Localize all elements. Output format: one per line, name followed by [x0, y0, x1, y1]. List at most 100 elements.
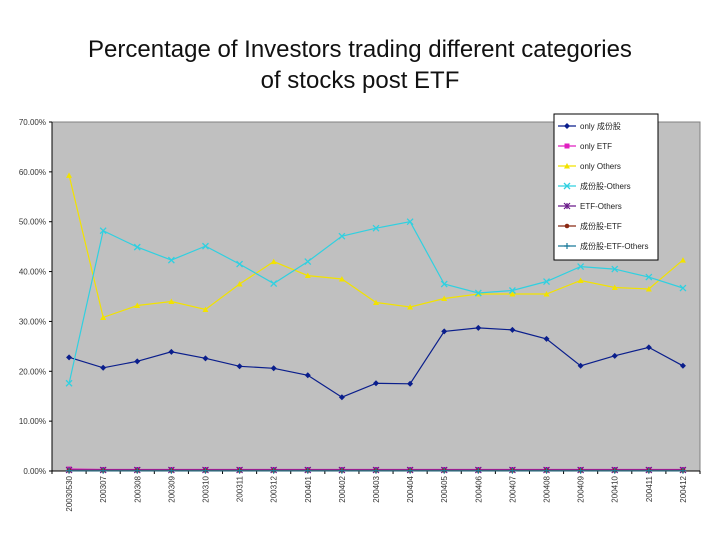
data-point: [304, 372, 311, 379]
x-tick-label: 200310: [201, 475, 210, 502]
legend-item: only ETF: [558, 142, 612, 151]
data-point: [645, 273, 653, 281]
data-point: [270, 258, 277, 265]
data-point: [202, 242, 209, 250]
y-tick-label: 50.00%: [19, 218, 46, 227]
x-tick-label: 200406: [474, 475, 483, 502]
data-point: [270, 365, 277, 372]
x-tick-label: 200405: [440, 475, 449, 502]
x-tick-label: 200308: [133, 475, 142, 502]
y-tick-label: 30.00%: [19, 317, 46, 326]
y-tick-label: 10.00%: [19, 417, 46, 426]
data-point: [611, 284, 618, 291]
data-point: [304, 272, 311, 279]
data-point: [270, 467, 277, 474]
series-group: [66, 324, 686, 401]
data-point: [543, 278, 550, 286]
data-point: [440, 280, 448, 288]
data-point: [338, 467, 345, 474]
legend-label: 成份股-Others: [580, 181, 631, 191]
data-point: [475, 467, 482, 474]
data-point: [564, 123, 570, 129]
data-point: [100, 467, 107, 474]
data-point: [373, 299, 379, 305]
legend-label: only 成份股: [580, 121, 621, 131]
x-tick-label: 200411: [645, 475, 654, 502]
slide-title: Percentage of Investors trading differen…: [0, 34, 720, 96]
x-axis: 20030530 200307 200308 200309 200310 200311 20…: [51, 470, 701, 512]
title-line-2: of stocks post ETF: [260, 67, 460, 94]
x-tick-label: 200412: [679, 475, 688, 502]
data-point: [65, 379, 73, 387]
data-point: [66, 467, 73, 474]
data-point: [407, 303, 414, 310]
data-point: [509, 467, 516, 474]
x-tick-label: 200307: [99, 475, 108, 502]
data-point: [564, 163, 570, 169]
data-point: [564, 243, 570, 249]
data-point: [99, 227, 107, 235]
x-tick-label: 200410: [611, 475, 620, 502]
data-point: [475, 324, 482, 331]
data-point: [407, 380, 414, 387]
data-point: [474, 289, 482, 297]
x-tick-label: 200312: [270, 475, 279, 502]
y-tick-label: 20.00%: [19, 367, 46, 376]
data-point: [202, 355, 209, 362]
data-point: [645, 286, 652, 292]
data-point: [304, 258, 312, 266]
x-tick-label: 200401: [304, 475, 313, 502]
data-point: [563, 202, 571, 210]
data-point: [645, 467, 652, 474]
data-point: [441, 328, 448, 335]
data-point: [509, 291, 516, 297]
x-tick-label: 200403: [372, 475, 381, 502]
data-point: [338, 276, 345, 282]
y-tick-label: 70.00%: [19, 118, 46, 127]
data-point: [543, 335, 550, 342]
legend-item: ETF-Others: [558, 202, 622, 211]
legend-item: 成份股-Others: [558, 181, 631, 191]
title-line-1: Percentage of Investors trading differen…: [88, 36, 632, 63]
data-point: [372, 224, 380, 232]
data-point: [304, 467, 311, 474]
data-point: [543, 467, 550, 474]
data-point: [236, 281, 243, 287]
x-tick-label: 200311: [236, 475, 245, 502]
data-point: [679, 257, 686, 263]
data-point: [645, 344, 652, 351]
data-point: [100, 364, 107, 371]
data-point: [167, 256, 175, 264]
data-point: [168, 298, 175, 304]
legend-label: only ETF: [580, 142, 612, 151]
data-point: [508, 287, 516, 294]
data-point: [134, 302, 141, 308]
data-point: [133, 243, 141, 251]
x-tick-label: 20030530: [65, 475, 74, 511]
x-tick-label: 200409: [577, 475, 586, 502]
data-point: [441, 295, 448, 301]
data-point: [577, 467, 584, 474]
y-tick-label: 60.00%: [19, 168, 46, 177]
data-point: [407, 467, 414, 474]
data-point: [66, 172, 73, 178]
series-group: [65, 218, 687, 387]
y-axis: 0.00% 10.00% 20.00% 30.00% 40.00% 50.00% 60.00…: [19, 118, 53, 476]
data-point: [577, 263, 585, 271]
data-point: [338, 232, 346, 240]
data-point: [406, 218, 414, 226]
data-point: [236, 260, 244, 268]
y-tick-label: 0.00%: [23, 467, 46, 476]
legend-item: only Others: [558, 162, 621, 171]
data-point: [564, 143, 570, 149]
data-point: [679, 467, 686, 474]
data-point: [509, 326, 516, 333]
data-point: [134, 467, 141, 474]
data-point: [168, 467, 175, 474]
data-point: [373, 380, 379, 387]
legend: only 成份股 only ETF only Others 成份股-Others ETF…: [553, 113, 659, 261]
data-point: [373, 467, 379, 474]
data-point: [577, 362, 584, 369]
legend-item: 成份股-ETF: [558, 221, 622, 231]
